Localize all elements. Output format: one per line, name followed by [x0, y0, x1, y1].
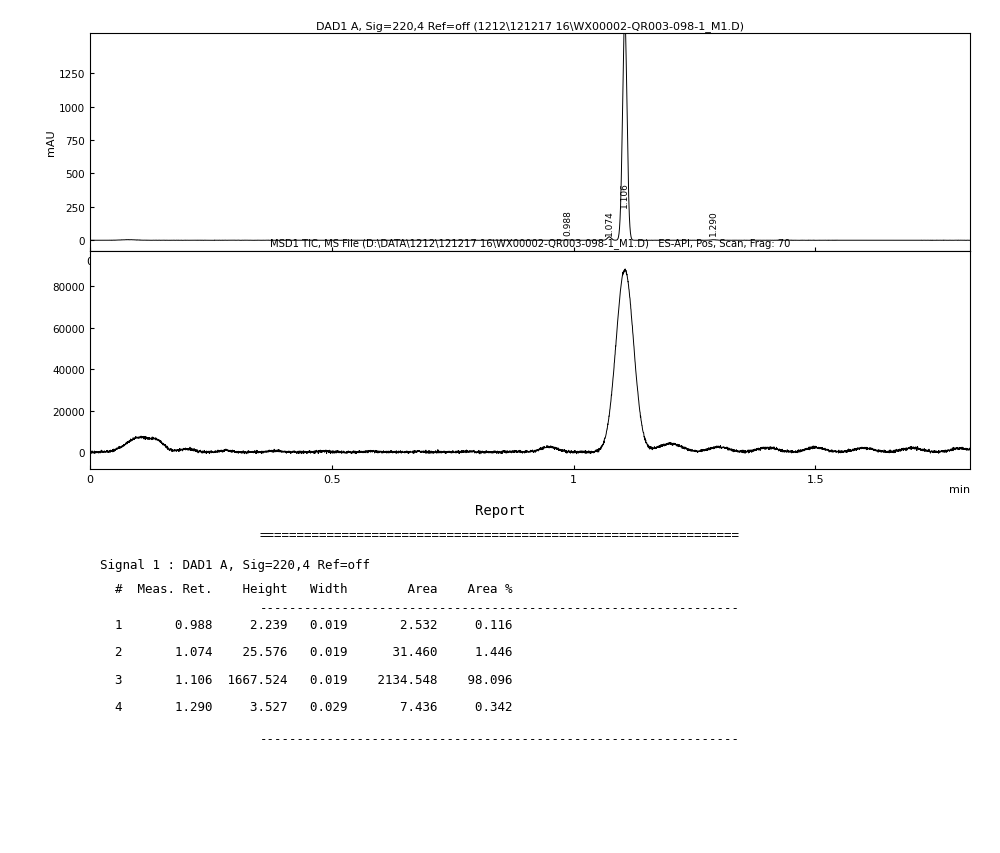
Text: 1.106: 1.106 — [620, 182, 629, 207]
Y-axis label: mAU: mAU — [46, 130, 56, 156]
Text: ----------------------------------------------------------------: ----------------------------------------… — [260, 732, 740, 745]
Text: min: min — [949, 260, 970, 270]
Text: 2       1.074    25.576   0.019      31.460     1.446: 2 1.074 25.576 0.019 31.460 1.446 — [100, 646, 512, 659]
Text: 3       1.106  1667.524   0.019    2134.548    98.096: 3 1.106 1667.524 0.019 2134.548 98.096 — [100, 673, 512, 686]
Text: ----------------------------------------------------------------: ----------------------------------------… — [260, 601, 740, 614]
Text: 1.290: 1.290 — [709, 210, 718, 235]
Text: Signal 1 : DAD1 A, Sig=220,4 Ref=off: Signal 1 : DAD1 A, Sig=220,4 Ref=off — [100, 559, 370, 572]
Text: 1       0.988     2.239   0.019       2.532     0.116: 1 0.988 2.239 0.019 2.532 0.116 — [100, 618, 512, 631]
Text: 0.988: 0.988 — [563, 210, 572, 235]
Text: Report: Report — [475, 503, 525, 517]
Title: DAD1 A, Sig=220,4 Ref=off (1212\121217 16\WX00002-QR003-098-1_M1.D): DAD1 A, Sig=220,4 Ref=off (1212\121217 1… — [316, 20, 744, 32]
Text: 1.074: 1.074 — [605, 210, 614, 235]
Text: 4       1.290     3.527   0.029       7.436     0.342: 4 1.290 3.527 0.029 7.436 0.342 — [100, 700, 512, 713]
Text: #  Meas. Ret.    Height   Width        Area    Area %: # Meas. Ret. Height Width Area Area % — [100, 583, 512, 595]
Text: ================================================================: ========================================… — [260, 529, 740, 542]
Text: min: min — [949, 485, 970, 495]
Title: MSD1 TIC, MS File (D:\DATA\1212\121217 16\WX00002-QR003-098-1_M1.D)   ES-API, Po: MSD1 TIC, MS File (D:\DATA\1212\121217 1… — [270, 238, 790, 249]
